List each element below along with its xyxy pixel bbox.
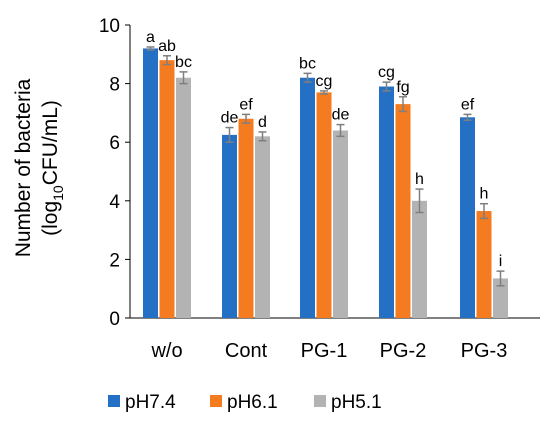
bar-ph51-pg2 bbox=[412, 200, 427, 318]
y-tick-label: 6 bbox=[109, 133, 120, 154]
y-tick-label: 8 bbox=[109, 75, 120, 96]
y-axis-title: Number of bacteria (log10CFU/mL) bbox=[12, 78, 66, 257]
legend-swatch bbox=[210, 395, 222, 407]
bar-ph51-pg1 bbox=[333, 130, 348, 318]
x-category-label: PG-2 bbox=[380, 340, 427, 362]
x-category-label: Cont bbox=[225, 340, 268, 362]
bar-ph74-pg2 bbox=[379, 86, 394, 318]
x-category-label: PG-3 bbox=[461, 340, 508, 362]
bar-ph74-wo bbox=[143, 48, 158, 318]
bar-ph74-cont bbox=[222, 134, 237, 318]
significance-label: de bbox=[221, 110, 239, 127]
significance-label: i bbox=[499, 253, 503, 270]
bar-ph61-pg1 bbox=[316, 92, 332, 318]
x-category-label: w/o bbox=[150, 340, 182, 362]
significance-label: cg bbox=[378, 64, 395, 81]
y-tick-label: 2 bbox=[109, 250, 120, 271]
bar-ph74-pg3 bbox=[460, 117, 475, 318]
significance-label: bc bbox=[175, 54, 192, 71]
legend: pH7.4 pH6.1 pH5.1 bbox=[108, 392, 382, 413]
bar-ph74-pg1 bbox=[300, 77, 315, 319]
legend-label: pH5.1 bbox=[331, 392, 382, 413]
bar-ph51-wo bbox=[176, 77, 191, 319]
bar-ph51-cont bbox=[255, 136, 270, 318]
significance-label: ab bbox=[158, 38, 176, 55]
y-tick-label: 10 bbox=[99, 16, 120, 37]
plot-area: 0246810aabbcw/odeefdContbccgdePG-1cgfghP… bbox=[99, 16, 540, 362]
bar-ph61-pg2 bbox=[395, 104, 411, 318]
bar-ph61-wo bbox=[159, 60, 175, 318]
x-category-label: PG-1 bbox=[301, 340, 348, 362]
y-axis-title-line2: (log10CFU/mL) bbox=[39, 100, 66, 236]
significance-label: d bbox=[258, 114, 267, 131]
y-tick-label: 4 bbox=[109, 192, 120, 213]
significance-label: h bbox=[415, 171, 424, 188]
bar-ph51-pg3 bbox=[493, 278, 508, 318]
bar-ph61-cont bbox=[238, 118, 254, 318]
y-tick-label: 0 bbox=[109, 309, 120, 330]
y-axis-title-line1: Number of bacteria bbox=[12, 78, 35, 257]
significance-label: ef bbox=[461, 96, 475, 113]
significance-label: h bbox=[480, 186, 489, 203]
significance-label: a bbox=[146, 29, 155, 46]
significance-label: de bbox=[332, 107, 350, 124]
legend-swatch bbox=[314, 395, 326, 407]
legend-swatch bbox=[108, 395, 120, 407]
significance-label: ef bbox=[239, 96, 253, 113]
legend-label: pH7.4 bbox=[125, 392, 176, 413]
bar-ph61-pg3 bbox=[476, 211, 492, 318]
legend-label: pH6.1 bbox=[227, 392, 278, 413]
significance-label: bc bbox=[299, 55, 316, 72]
significance-label: cg bbox=[316, 73, 333, 90]
significance-label: fg bbox=[396, 79, 409, 96]
